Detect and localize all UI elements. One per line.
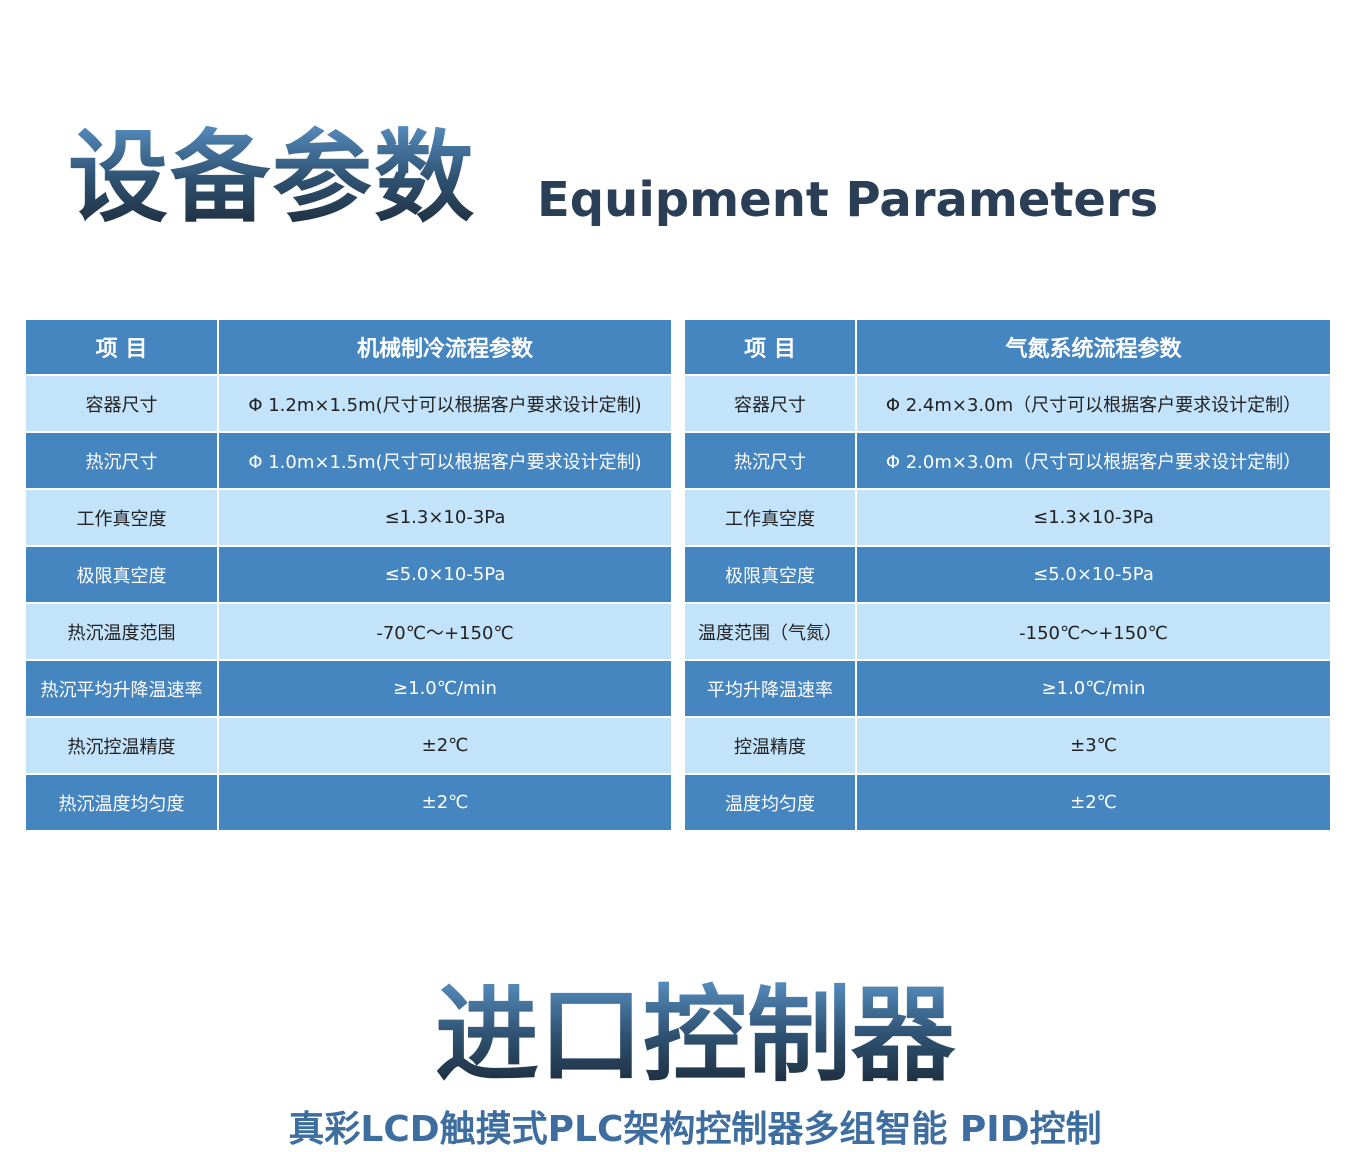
page-subtitle: Equipment Parameters xyxy=(537,172,1159,228)
table-row: 容器尺寸 Φ 2.4m×3.0m（尺寸可以根据客户要求设计定制） xyxy=(683,374,1332,433)
table-row: 极限真空度 ≤5.0×10-5Pa xyxy=(683,545,1332,604)
value-cell: Φ 1.0m×1.5m(尺寸可以根据客户要求设计定制) xyxy=(217,431,673,490)
table-row: 平均升降温速率 ≥1.0℃/min xyxy=(683,659,1332,718)
item-cell: 温度均匀度 xyxy=(683,773,857,832)
param-table: 项 目机械制冷流程参数 容器尺寸 Φ 1.2m×1.5m(尺寸可以根据客户要求设计定… xyxy=(24,318,673,832)
param-table: 项 目气氮系统流程参数 容器尺寸 Φ 2.4m×3.0m（尺寸可以根据客户要求设计定… xyxy=(683,318,1332,832)
value-cell: ±2℃ xyxy=(217,716,673,775)
value-cell: -70℃～+150℃ xyxy=(217,602,673,661)
item-cell: 热沉控温精度 xyxy=(24,716,219,775)
section-title: 进口控制器 xyxy=(0,975,1360,1095)
section-subtitle: 真彩LCD触摸式PLC架构控制器多组智能 PID控制 xyxy=(288,1109,1102,1150)
item-cell: 热沉尺寸 xyxy=(683,431,857,490)
value-cell: ±2℃ xyxy=(217,773,673,832)
table-row: 工作真空度 ≤1.3×10-3Pa xyxy=(683,488,1332,547)
table-row: 热沉控温精度 ±2℃ xyxy=(24,716,673,775)
table-row: 容器尺寸 Φ 1.2m×1.5m(尺寸可以根据客户要求设计定制) xyxy=(24,374,673,433)
table-row: 热沉尺寸 Φ 2.0m×3.0m（尺寸可以根据客户要求设计定制） xyxy=(683,431,1332,490)
page-title: 设备参数 xyxy=(68,119,476,236)
header-cell: 项 目 xyxy=(683,318,857,376)
item-cell: 工作真空度 xyxy=(24,488,219,547)
value-cell: ≤5.0×10-5Pa xyxy=(217,545,673,604)
item-cell: 容器尺寸 xyxy=(24,374,219,433)
table-row: 温度范围（气氮） -150℃～+150℃ xyxy=(683,602,1332,661)
table-row: 工作真空度 ≤1.3×10-3Pa xyxy=(24,488,673,547)
item-cell: 热沉温度范围 xyxy=(24,602,219,661)
value-cell: ≥1.0℃/min xyxy=(217,659,673,718)
table-row: 温度均匀度 ±2℃ xyxy=(683,773,1332,832)
header-row: 项 目气氮系统流程参数 xyxy=(683,318,1332,376)
value-cell: ≤5.0×10-5Pa xyxy=(855,545,1332,604)
value-cell: Φ 1.2m×1.5m(尺寸可以根据客户要求设计定制) xyxy=(217,374,673,433)
value-cell: ≤1.3×10-3Pa xyxy=(217,488,673,547)
item-cell: 极限真空度 xyxy=(24,545,219,604)
value-cell: -150℃～+150℃ xyxy=(855,602,1332,661)
item-cell: 热沉尺寸 xyxy=(24,431,219,490)
header-cell: 机械制冷流程参数 xyxy=(217,318,673,376)
value-cell: ±3℃ xyxy=(855,716,1332,775)
item-cell: 热沉温度均匀度 xyxy=(24,773,219,832)
header-row: 项 目机械制冷流程参数 xyxy=(24,318,673,376)
value-cell: ±2℃ xyxy=(855,773,1332,832)
table-row: 热沉温度均匀度 ±2℃ xyxy=(24,773,673,832)
header-cell: 气氮系统流程参数 xyxy=(855,318,1332,376)
item-cell: 平均升降温速率 xyxy=(683,659,857,718)
table-row: 热沉平均升降温速率 ≥1.0℃/min xyxy=(24,659,673,718)
value-cell: Φ 2.0m×3.0m（尺寸可以根据客户要求设计定制） xyxy=(855,431,1332,490)
value-cell: ≥1.0℃/min xyxy=(855,659,1332,718)
item-cell: 控温精度 xyxy=(683,716,857,775)
item-cell: 工作真空度 xyxy=(683,488,857,547)
table-row: 热沉温度范围 -70℃～+150℃ xyxy=(24,602,673,661)
value-cell: ≤1.3×10-3Pa xyxy=(855,488,1332,547)
value-cell: Φ 2.4m×3.0m（尺寸可以根据客户要求设计定制） xyxy=(855,374,1332,433)
table-row: 控温精度 ±3℃ xyxy=(683,716,1332,775)
table-row: 极限真空度 ≤5.0×10-5Pa xyxy=(24,545,673,604)
item-cell: 温度范围（气氮） xyxy=(683,602,857,661)
item-cell: 极限真空度 xyxy=(683,545,857,604)
item-cell: 容器尺寸 xyxy=(683,374,857,433)
item-cell: 热沉平均升降温速率 xyxy=(24,659,219,718)
table-row: 热沉尺寸 Φ 1.0m×1.5m(尺寸可以根据客户要求设计定制) xyxy=(24,431,673,490)
header-cell: 项 目 xyxy=(24,318,219,376)
